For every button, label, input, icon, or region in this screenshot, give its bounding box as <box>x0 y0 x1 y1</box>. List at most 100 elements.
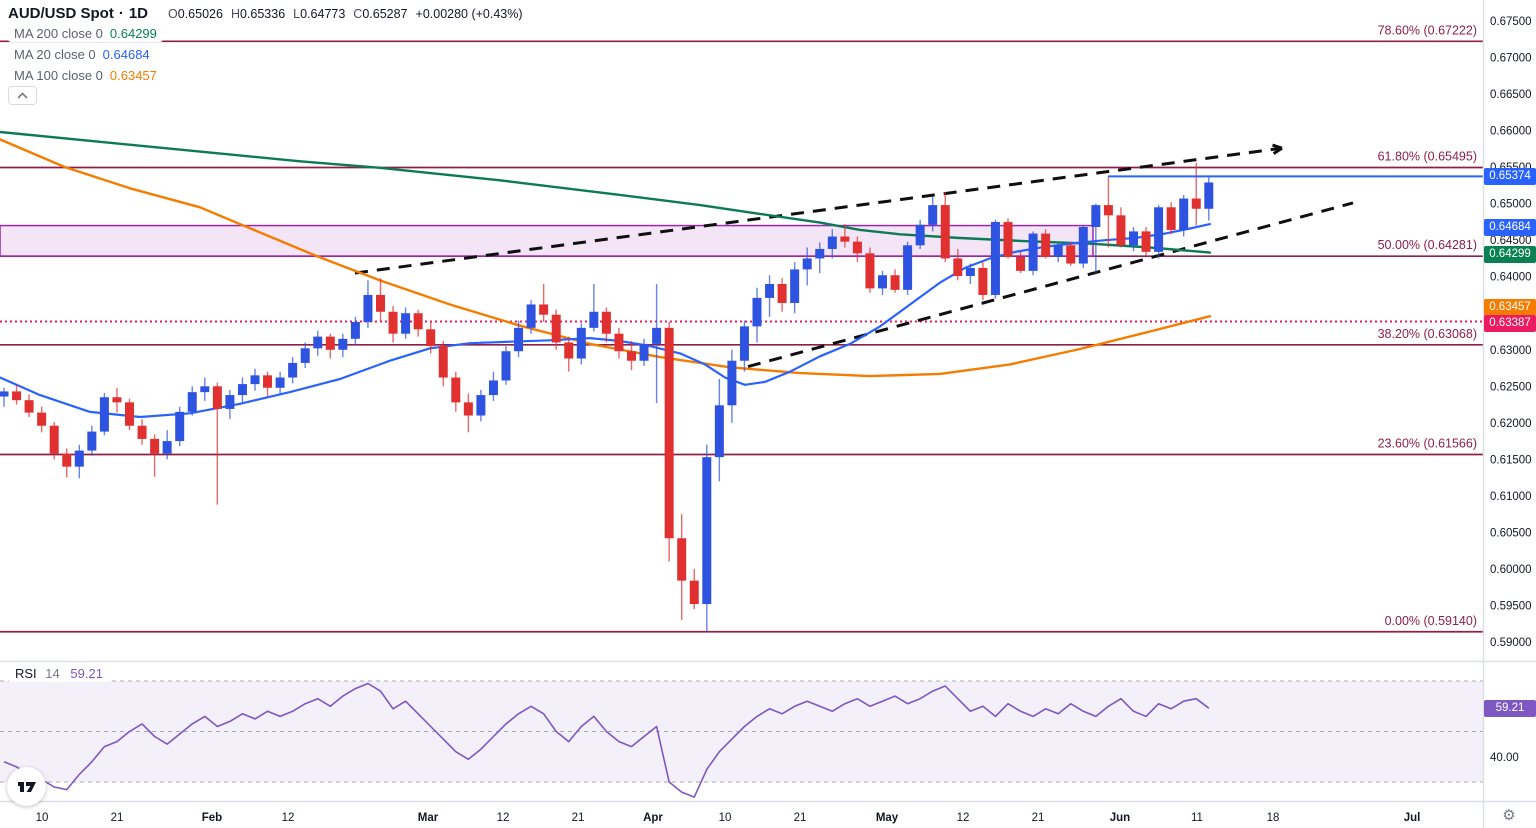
ma-100-label: MA 100 close 0 <box>14 68 103 83</box>
candle <box>0 391 9 397</box>
time-label: Apr <box>643 812 663 824</box>
rsi-tick-label: 40.00 <box>1490 752 1519 764</box>
fib-level-label: 0.00% (0.59140) <box>1385 614 1477 628</box>
trendline-arrowhead <box>1272 143 1283 150</box>
time-label: Feb <box>202 812 222 824</box>
time-label: 12 <box>957 812 970 824</box>
ma-200-value: 0.64299 <box>109 26 157 41</box>
candle <box>551 314 561 343</box>
candle <box>589 311 599 328</box>
candle <box>1091 205 1101 228</box>
candle <box>1066 245 1076 264</box>
candle <box>451 377 461 403</box>
candle <box>438 346 448 378</box>
ma-200-legend-row[interactable]: MA 200 close 0 0.64299 <box>8 25 163 42</box>
candle <box>739 326 749 361</box>
ma-20-legend-row[interactable]: MA 20 close 0 0.64684 <box>8 46 156 63</box>
title-separator: · <box>118 5 124 22</box>
rsi-legend-row[interactable]: RSI 14 59.21 <box>8 665 110 682</box>
legend-collapse-button[interactable] <box>8 86 37 105</box>
tradingview-logo[interactable] <box>7 767 46 806</box>
candle <box>1103 205 1113 216</box>
candle <box>12 391 22 401</box>
price-axis[interactable] <box>1484 0 1536 801</box>
candle <box>953 258 963 276</box>
time-label: 10 <box>719 812 732 824</box>
support-zone-rectangle[interactable] <box>0 224 1094 257</box>
candle <box>790 269 800 304</box>
candle <box>1078 227 1088 264</box>
ma-200-label: MA 200 close 0 <box>14 26 103 41</box>
candle <box>752 297 762 327</box>
candle <box>426 329 436 347</box>
low-value: 0.64773 <box>300 7 346 21</box>
candle <box>162 441 172 454</box>
candle <box>237 384 247 396</box>
candle <box>714 405 724 458</box>
time-label: May <box>876 812 899 824</box>
candle <box>1053 245 1063 257</box>
high-key: H <box>230 7 240 21</box>
candle <box>965 267 975 276</box>
tradingview-logo-icon <box>17 781 36 792</box>
candle <box>1166 207 1176 230</box>
candle <box>827 236 837 249</box>
price-tick-label: 0.60500 <box>1490 527 1532 539</box>
candle <box>62 453 72 467</box>
candle <box>639 343 649 361</box>
symbol-header[interactable]: AUD/USD Spot · 1D O 0.65026 H 0.65336 L 0.6… <box>8 5 527 22</box>
candle <box>24 400 34 413</box>
candle <box>187 392 197 412</box>
candle <box>288 362 298 378</box>
candle <box>74 450 84 467</box>
candle <box>376 294 385 312</box>
dashed-trendline[interactable] <box>747 201 1354 369</box>
open-value: 0.65026 <box>177 7 223 21</box>
time-label: 21 <box>794 812 807 824</box>
time-label: 12 <box>282 812 295 824</box>
candle <box>765 284 775 298</box>
interval-label[interactable]: 1D <box>128 5 149 22</box>
time-label: 12 <box>497 812 510 824</box>
candle <box>1129 231 1138 246</box>
candle <box>940 205 950 259</box>
candle <box>350 322 360 339</box>
price-tick-label: 0.59000 <box>1490 637 1532 649</box>
candle <box>150 438 160 454</box>
ma-20-label: MA 20 close 0 <box>14 47 96 62</box>
ma100-line[interactable] <box>0 138 1212 378</box>
close-value: 0.65287 <box>362 7 408 21</box>
symbol-title[interactable]: AUD/USD Spot <box>8 5 114 22</box>
ma200-line[interactable] <box>0 130 1212 254</box>
candle <box>1041 233 1051 257</box>
candle <box>476 395 486 416</box>
candle <box>275 377 285 388</box>
time-axis-settings-button[interactable]: ⚙ <box>1499 806 1519 826</box>
candle <box>1116 215 1126 246</box>
candle <box>313 336 323 349</box>
rsi-line[interactable] <box>3 682 1210 798</box>
rsi-name: RSI <box>15 666 37 681</box>
ma-100-value: 0.63457 <box>109 68 157 83</box>
time-axis[interactable] <box>0 802 1483 828</box>
candle <box>87 431 97 451</box>
high-value: 0.65336 <box>239 7 286 21</box>
change-value: +0.00280 (+0.43%) <box>415 7 523 21</box>
time-label: Jul <box>1404 812 1421 824</box>
price-tick-label: 0.66500 <box>1490 89 1532 101</box>
candle <box>250 375 260 385</box>
rsi-value: 59.21 <box>70 666 103 681</box>
price-tick-label: 0.67000 <box>1490 53 1532 65</box>
candle <box>463 402 473 416</box>
candle <box>401 313 411 334</box>
ma-100-legend-row[interactable]: MA 100 close 0 0.63457 <box>8 67 163 84</box>
price-label-badge: 0.63387 <box>1484 314 1536 332</box>
dashed-trendline[interactable] <box>354 146 1283 275</box>
candle <box>175 411 185 442</box>
candle <box>1191 198 1201 209</box>
time-label: Jun <box>1110 812 1130 824</box>
time-label: 21 <box>572 812 585 824</box>
candle <box>514 327 524 352</box>
candle <box>890 275 900 290</box>
